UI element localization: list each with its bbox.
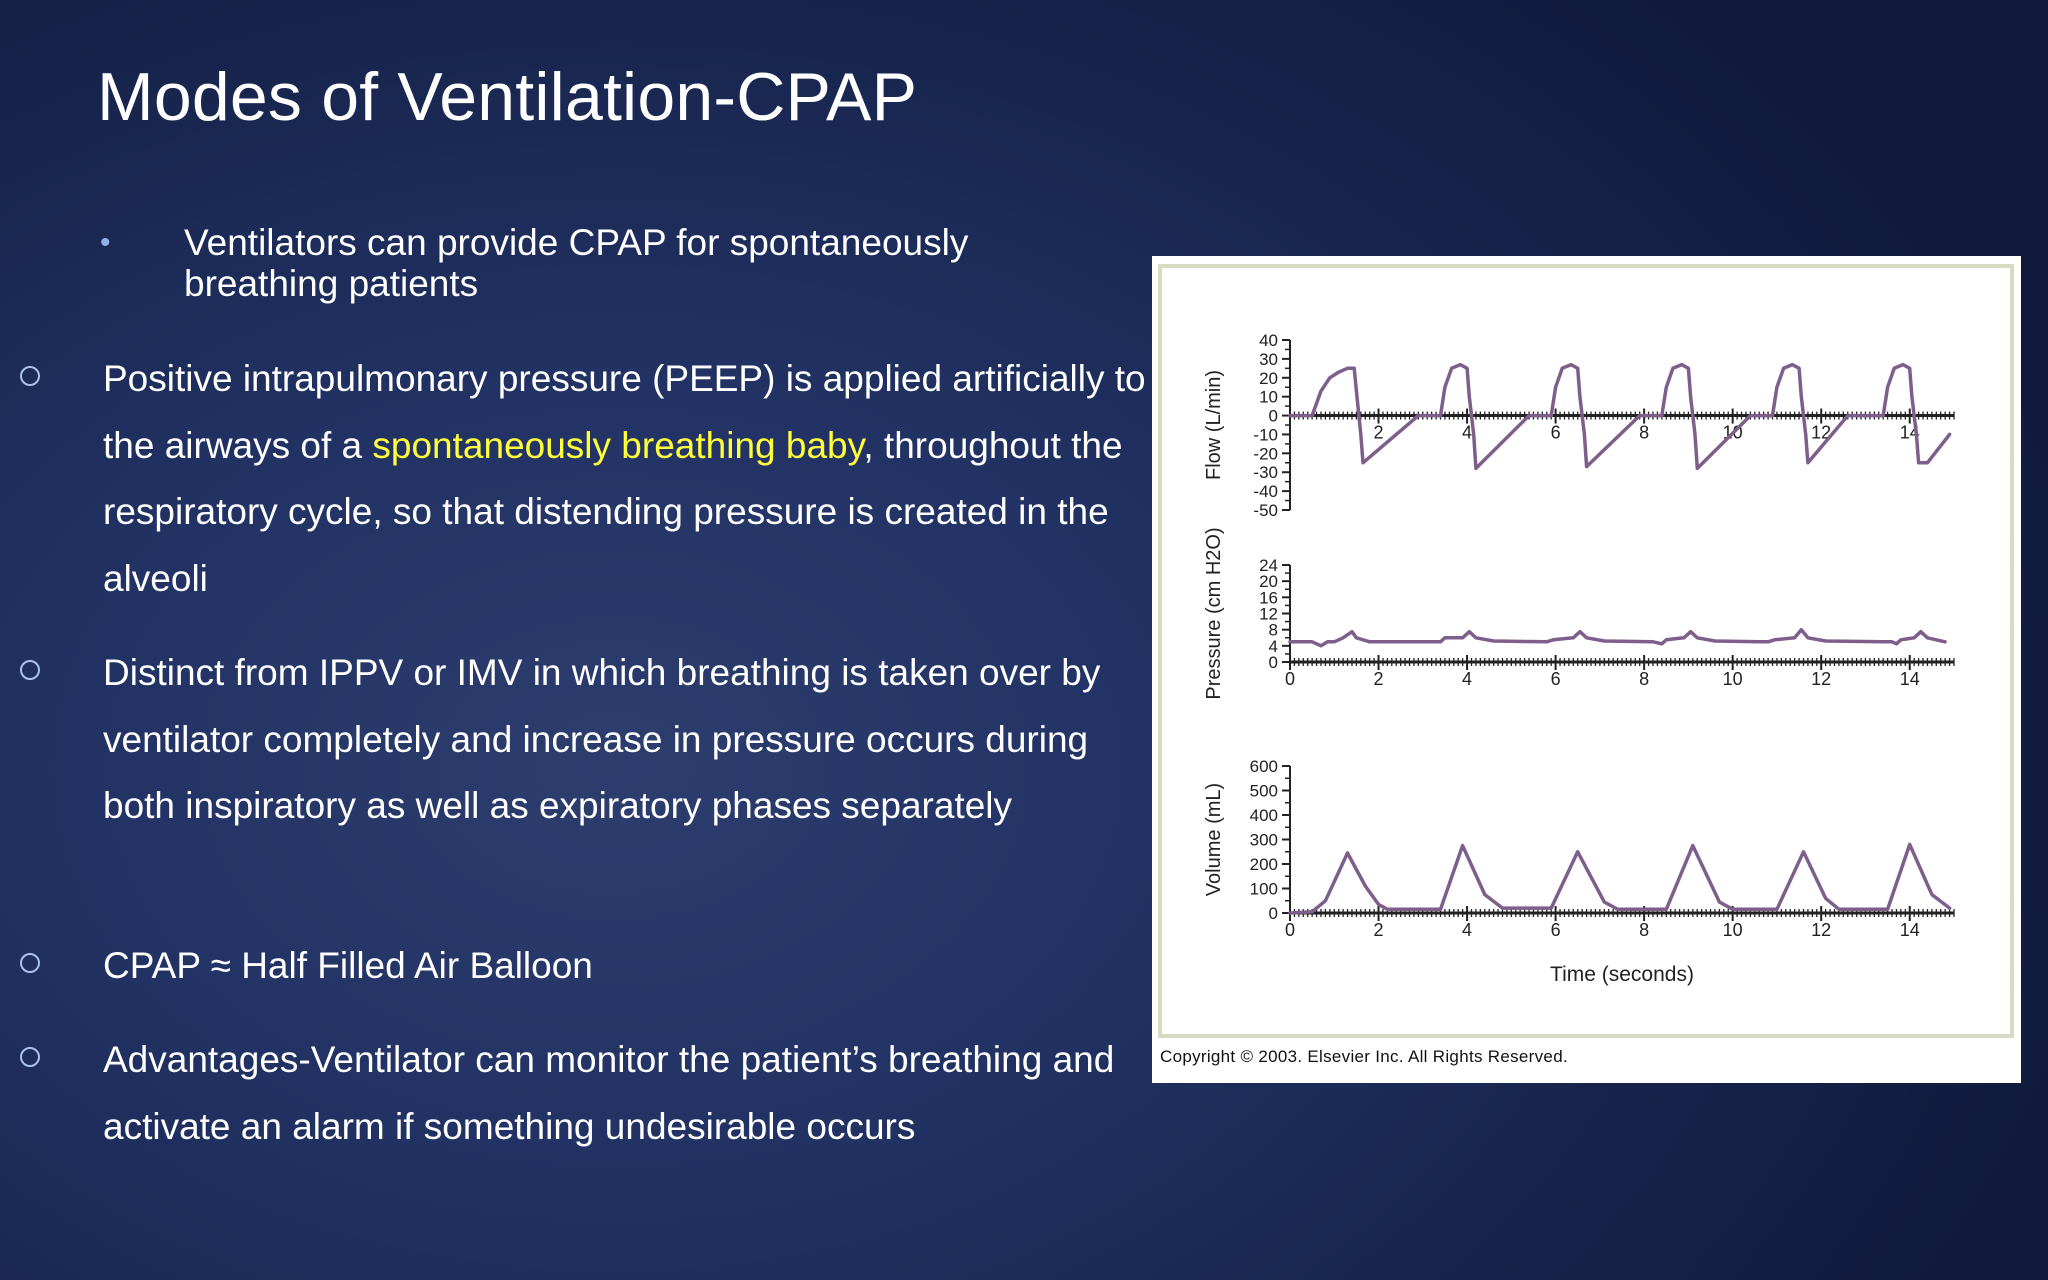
circle-bullet-icon <box>20 953 40 973</box>
x-tick-label: 4 <box>1462 423 1472 443</box>
bullet-text: Advantages-Ventilator can monitor the pa… <box>103 1039 1115 1147</box>
circle-bullet-icon <box>20 366 40 386</box>
y-tick-label: 20 <box>1259 369 1278 388</box>
slide-title: Modes of Ventilation-CPAP <box>97 59 918 135</box>
x-tick-label: 2 <box>1374 920 1384 940</box>
y-tick-label: 8 <box>1269 621 1278 640</box>
y-tick-label: 0 <box>1269 904 1278 923</box>
x-tick-label: 14 <box>1900 669 1920 689</box>
y-tick-label: 300 <box>1250 831 1278 850</box>
y-tick-label: -40 <box>1253 482 1278 501</box>
x-tick-label: 6 <box>1551 423 1561 443</box>
y-tick-label: -10 <box>1253 425 1278 444</box>
y-tick-label: 4 <box>1269 637 1278 656</box>
y-tick-label: 10 <box>1259 388 1278 407</box>
y-tick-label: -50 <box>1253 501 1278 520</box>
x-tick-label: 8 <box>1639 423 1649 443</box>
x-tick-label: 2 <box>1374 423 1384 443</box>
circle-bullet-icon <box>20 660 40 680</box>
x-tick-label: 12 <box>1811 669 1831 689</box>
series-line <box>1288 842 1952 915</box>
bullet-text: Distinct from IPPV or IMV in which breat… <box>103 652 1101 826</box>
bullet-text: Positive intrapulmonary pressure (PEEP) … <box>103 358 1146 599</box>
x-axis-title: Time (seconds) <box>1550 963 1694 986</box>
y-tick-label: 0 <box>1269 653 1278 672</box>
figure-frame: -50 -40 -30 -20 -10 0 10 20 30 40 2 4 6 8 10 12 14 Flow (… <box>1152 256 2021 1083</box>
y-tick-label: -20 <box>1253 444 1278 463</box>
x-tick-label: 12 <box>1811 920 1831 940</box>
x-tick-label: 8 <box>1639 920 1649 940</box>
sub-bullet-text: Ventilators can provide CPAP for spontan… <box>184 222 969 304</box>
x-tick-label: 0 <box>1285 920 1295 940</box>
y-tick-label: 200 <box>1250 855 1278 874</box>
copyright-notice: Copyright © 2003. Elsevier Inc. All Righ… <box>1160 1047 1568 1066</box>
y-tick-label: 24 <box>1259 556 1278 575</box>
y-tick-label: 100 <box>1250 880 1278 899</box>
y-tick-label: -30 <box>1253 463 1278 482</box>
y-tick-label: 30 <box>1259 350 1278 369</box>
x-tick-label: 10 <box>1723 669 1743 689</box>
y-axis-title: Pressure (cm H2O) <box>1203 527 1225 699</box>
x-tick-label: 6 <box>1551 669 1561 689</box>
x-tick-label: 6 <box>1551 920 1561 940</box>
x-tick-label: 8 <box>1639 669 1649 689</box>
y-tick-label: 16 <box>1259 588 1278 607</box>
x-tick-label: 2 <box>1374 669 1384 689</box>
series-line <box>1288 627 1947 648</box>
x-tick-label: 10 <box>1723 920 1743 940</box>
bullet-text: CPAP ≈ Half Filled Air Balloon <box>103 945 593 986</box>
x-tick-label: 14 <box>1900 920 1920 940</box>
y-tick-label: 12 <box>1259 605 1278 624</box>
y-tick-label: 500 <box>1250 782 1278 801</box>
x-tick-label: 4 <box>1462 669 1472 689</box>
circle-bullet-icon <box>20 1047 40 1067</box>
series-line <box>1288 362 1952 471</box>
ventilator-waveform-figure: -50 -40 -30 -20 -10 0 10 20 30 40 2 4 6 8 10 12 14 Flow (… <box>1158 264 2014 1038</box>
y-axis-title: Volume (mL) <box>1203 783 1225 896</box>
y-tick-label: 600 <box>1250 757 1278 776</box>
y-tick-label: 40 <box>1259 331 1278 350</box>
bullet-dot-icon: • <box>100 226 111 259</box>
highlighted-phrase: spontaneously breathing baby <box>372 424 864 466</box>
y-axis-title: Flow (L/min) <box>1203 370 1225 480</box>
y-tick-label: 400 <box>1250 806 1278 825</box>
y-tick-label: 0 <box>1269 407 1278 426</box>
x-tick-label: 0 <box>1285 669 1295 689</box>
x-tick-label: 4 <box>1462 920 1472 940</box>
x-tick-label: 12 <box>1811 423 1831 443</box>
y-tick-label: 20 <box>1259 572 1278 591</box>
